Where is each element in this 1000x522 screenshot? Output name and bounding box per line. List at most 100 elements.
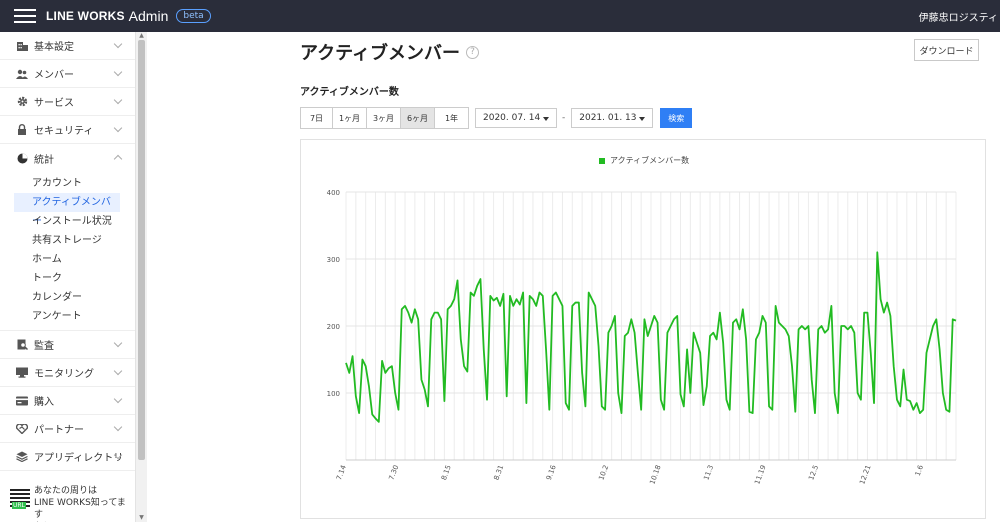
sidebar-item-audit[interactable]: 監査 xyxy=(0,331,135,359)
sidebar-item-statistics[interactable]: 統計 xyxy=(0,144,135,172)
download-button[interactable]: ダウンロード xyxy=(914,39,979,61)
url-badge: URL xyxy=(12,502,26,509)
layers-icon xyxy=(16,451,28,463)
chevron-down-icon xyxy=(113,394,123,404)
x-tick-label: 8.15 xyxy=(440,464,453,481)
promo-banner[interactable]: URL あなたの周りは LINE WORKS知ってます か？ xyxy=(10,485,130,522)
chevron-down-icon xyxy=(113,366,123,376)
scroll-up-icon[interactable]: ▲ xyxy=(139,32,144,39)
sidebar-subitem-shared-storage[interactable]: 共有ストレージ xyxy=(32,235,102,246)
x-tick-label: 10.2 xyxy=(597,464,610,481)
chevron-down-icon xyxy=(113,67,123,77)
sidebar-item-label: 監査 xyxy=(34,341,54,352)
building-icon xyxy=(16,40,28,52)
sidebar-subitem-talk[interactable]: トーク xyxy=(32,273,62,284)
range-6m-button[interactable]: 6ヶ月 xyxy=(401,108,435,128)
sidebar-item-label: 購入 xyxy=(34,397,54,408)
sidebar-item-label: アプリディレクトリ xyxy=(34,453,124,464)
x-tick-label: 11.3 xyxy=(702,464,715,481)
sidebar-item-label: サービス xyxy=(34,98,74,109)
sidebar-item-label: セキュリティ xyxy=(34,126,94,137)
sidebar-item-basic-settings[interactable]: 基本設定 xyxy=(0,32,135,60)
chevron-down-icon xyxy=(113,123,123,133)
gear-icon xyxy=(16,96,28,108)
scroll-down-icon[interactable]: ▼ xyxy=(139,514,144,521)
promo-line: LINE WORKS知ってます xyxy=(34,498,126,520)
lock-icon xyxy=(16,124,28,136)
series-line xyxy=(345,251,957,423)
brand-sub: Admin xyxy=(128,8,169,24)
legend-label: アクティブメンバー数 xyxy=(610,156,690,165)
pie-chart-icon xyxy=(16,152,28,164)
end-date-value: 2021. 01. 13 xyxy=(579,113,637,123)
range-7d-button[interactable]: 7日 xyxy=(301,108,333,128)
sidebar-item-purchase[interactable]: 購入 xyxy=(0,387,135,415)
range-3m-button[interactable]: 3ヶ月 xyxy=(367,108,401,128)
end-date-select[interactable]: 2021. 01. 13 xyxy=(571,108,654,128)
promo-text: あなたの周りは LINE WORKS知ってます か？ xyxy=(34,485,130,522)
filter-bar: 7日 1ヶ月 3ヶ月 6ヶ月 1年 2020. 07. 14 - 2021. 0… xyxy=(300,107,693,129)
chevron-down-icon xyxy=(113,39,123,49)
x-tick-label: 12.21 xyxy=(858,464,872,486)
sidebar-item-security[interactable]: セキュリティ xyxy=(0,116,135,144)
chevron-up-icon xyxy=(113,154,123,164)
range-1y-button[interactable]: 1年 xyxy=(435,108,468,128)
search-button[interactable]: 検索 xyxy=(660,108,693,128)
section-title: アクティブメンバー数 xyxy=(300,87,399,98)
handshake-icon xyxy=(16,423,28,435)
chart-container: アクティブメンバー数 100 200 300 400 7.14 7.30 8.15 8.31 9… xyxy=(300,139,986,519)
sidebar-item-services[interactable]: サービス xyxy=(0,88,135,116)
org-name[interactable]: 伊藤忠ロジスティ xyxy=(918,13,998,24)
line-chart: 100 200 300 400 7.14 7.30 8.15 8.31 9.16 10.2 10.1… xyxy=(327,189,957,486)
monitor-icon xyxy=(16,367,28,379)
help-icon[interactable]: ? xyxy=(466,45,480,59)
sidebar-item-monitoring[interactable]: モニタリング xyxy=(0,359,135,387)
sidebar-subitem-survey[interactable]: アンケート xyxy=(32,311,82,322)
chart-legend[interactable]: アクティブメンバー数 xyxy=(599,155,689,166)
scrollbar-thumb[interactable] xyxy=(138,40,145,460)
date-separator: - xyxy=(562,113,566,123)
caret-down-icon xyxy=(639,117,646,121)
audit-icon xyxy=(16,339,28,351)
chevron-down-icon xyxy=(113,422,123,432)
chevron-down-icon xyxy=(113,338,123,348)
start-date-select[interactable]: 2020. 07. 14 xyxy=(475,108,557,128)
caret-down-icon xyxy=(543,117,549,121)
page-title: アクティブメンバー ? xyxy=(300,39,480,65)
statistics-submenu: アカウント アクティブメンバー インストール状況 共有ストレージ ホーム トーク… xyxy=(0,172,135,331)
start-date-value: 2020. 07. 14 xyxy=(483,113,541,123)
top-bar: LINE WORKS Admin beta 伊藤忠ロジスティ xyxy=(0,0,1000,32)
sidebar-item-members[interactable]: メンバー xyxy=(0,60,135,88)
sidebar-item-label: 基本設定 xyxy=(34,42,74,53)
y-tick-label: 400 xyxy=(327,189,340,197)
x-tick-label: 7.30 xyxy=(388,464,401,481)
sidebar-subitem-account[interactable]: アカウント xyxy=(32,178,82,189)
x-tick-label: 10.18 xyxy=(648,464,662,486)
beta-badge: beta xyxy=(176,9,211,23)
sidebar: 基本設定 メンバー サービス セキュリティ 統計 アカウント アクティブメンバー… xyxy=(0,32,136,522)
sidebar-subitem-install-status[interactable]: インストール状況 xyxy=(32,216,112,227)
page-title-text: アクティブメンバー xyxy=(300,43,461,64)
brand-logo[interactable]: LINE WORKS xyxy=(46,9,125,23)
sidebar-item-label: モニタリング xyxy=(34,369,94,380)
main-content: アクティブメンバー ? ダウンロード アクティブメンバー数 7日 1ヶ月 3ヶ月… xyxy=(148,32,1000,522)
x-tick-label: 12.5 xyxy=(807,464,820,481)
sidebar-item-partner[interactable]: パートナー xyxy=(0,415,135,443)
range-1m-button[interactable]: 1ヶ月 xyxy=(333,108,367,128)
x-tick-label: 8.31 xyxy=(492,464,505,481)
members-icon xyxy=(16,68,28,80)
hamburger-menu-icon[interactable] xyxy=(14,9,36,23)
sidebar-subitem-home[interactable]: ホーム xyxy=(32,254,62,265)
y-tick-label: 100 xyxy=(327,390,340,398)
sidebar-item-app-directory[interactable]: アプリディレクトリ xyxy=(0,443,135,471)
qr-code-icon: URL xyxy=(10,487,30,509)
x-tick-label: 1.6 xyxy=(914,463,926,477)
legend-swatch xyxy=(599,157,605,164)
y-tick-label: 300 xyxy=(327,256,340,264)
sidebar-item-label: パートナー xyxy=(34,425,84,436)
sidebar-subitem-active-members[interactable]: アクティブメンバー xyxy=(14,193,120,227)
sidebar-scrollbar[interactable]: ▲ ▼ xyxy=(136,32,147,522)
x-tick-label: 9.16 xyxy=(545,463,558,481)
x-tick-label: 7.14 xyxy=(335,463,348,481)
sidebar-subitem-calendar[interactable]: カレンダー xyxy=(32,292,82,303)
